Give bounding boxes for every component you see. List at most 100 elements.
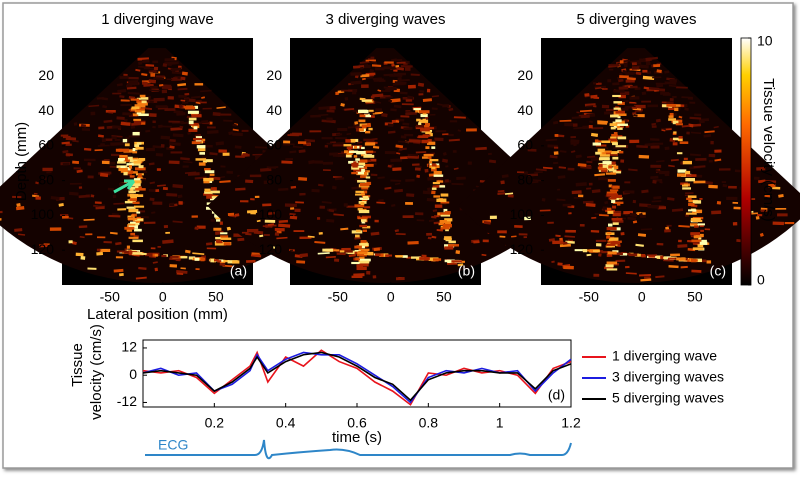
speckle [449,140,460,141]
y-tick-label: 100 [259,206,283,222]
speckle [674,114,677,115]
speckle [677,246,687,247]
speckle [299,151,306,152]
speckle [291,187,296,188]
speckle [143,85,153,86]
speckle [393,74,398,75]
speckle [572,192,582,193]
speckle [156,154,163,155]
speckle [652,124,656,125]
speckle [216,143,224,144]
speckle [173,135,184,136]
speckle [398,78,402,79]
speckle [394,106,401,107]
speckle [392,65,395,66]
speckle [298,179,307,180]
speckle [429,220,434,221]
x-tick-label: 50 [208,289,224,305]
x-tick-label: 1 [496,415,504,431]
speckle [484,222,491,223]
y-tick-label: 80 [517,171,533,187]
speckle [322,202,332,203]
y-tick-label: 40 [517,102,533,118]
speckle [505,193,513,194]
speckle [705,182,713,183]
x-tick-label: 50 [436,289,452,305]
speckle [351,187,362,188]
speckle [398,68,404,69]
speckle [178,89,188,90]
speckle [332,187,336,188]
speckle [213,114,221,115]
speckle [646,59,652,60]
speckle [690,154,701,155]
speckle [449,109,453,110]
speckle [443,153,446,154]
speckle [18,234,25,235]
speckle [170,129,182,130]
speckle [207,132,218,133]
speckle [714,127,719,128]
speckle [626,273,637,274]
speckle [694,125,701,126]
speckle [653,197,661,198]
speckle [153,147,162,148]
speckle [533,180,542,181]
y-tick-label: 120 [259,241,283,257]
speckle [173,186,183,187]
speckle [704,131,714,132]
speckle [376,102,381,103]
speckle [589,121,592,122]
speckle [278,225,290,226]
speckle [396,146,403,147]
speckle [151,212,155,213]
y-tick-label: 20 [517,67,533,83]
colorbar-tick-label: 10 [757,33,773,49]
speckle [326,257,336,258]
speckle [314,242,325,243]
speckle [594,174,605,175]
speckle [549,239,555,240]
speckle [290,217,297,218]
speckle [289,214,294,215]
speckle [131,124,142,125]
speckle [641,191,648,192]
y-tick-label: 100 [510,206,534,222]
speckle [235,189,245,190]
speckle [201,97,205,98]
speckle [79,226,87,227]
speckle [177,84,186,85]
speckle [403,64,407,65]
speckle [80,237,85,238]
speckle [308,236,315,237]
speckle [690,118,702,119]
speckle [667,198,674,199]
speckle [138,268,146,269]
speckle [206,244,212,245]
speckle [671,160,679,161]
speckle [176,271,187,272]
speckle [245,181,253,182]
speckle [694,166,706,167]
x-tick-label: 0 [387,289,395,305]
speckle [229,133,234,134]
speckle [360,68,363,69]
speckle [627,218,636,219]
speckle [385,97,392,98]
speckle [559,167,566,168]
y-tick-label: 20 [38,67,54,83]
speckle [392,59,397,60]
x-tick-label: 0 [159,289,167,305]
speckle [665,228,668,229]
speckle [327,111,335,112]
speckle [113,203,124,204]
speckle [640,280,651,281]
speckle [369,62,376,63]
speckle [51,198,60,199]
speckle [163,65,167,66]
speckle [335,178,344,179]
speckle [681,97,693,98]
speckle [102,106,106,107]
speckle [351,82,362,83]
speckle [114,270,124,271]
